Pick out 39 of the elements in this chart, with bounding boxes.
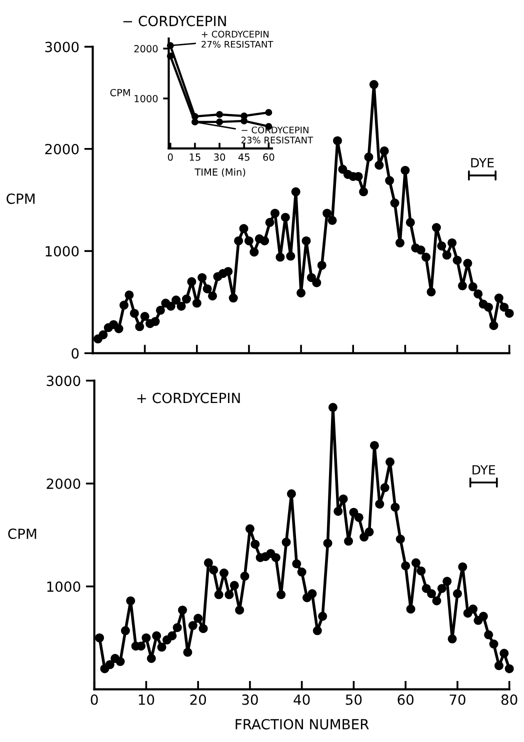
- x-axis-title: TIME (Min): [194, 168, 246, 177]
- point: [240, 117, 248, 124]
- x-tick-label: 10: [138, 694, 154, 705]
- point: [216, 110, 223, 118]
- x-tick-label: 60: [398, 694, 414, 705]
- y-tick-label: 2000: [134, 45, 158, 52]
- x-tick-label: 40: [294, 694, 310, 705]
- x-tick-label: 70: [450, 694, 466, 705]
- x-tick-label: 20: [190, 694, 206, 705]
- x-tick-label: 45: [238, 154, 250, 161]
- y-tick-label: 1000: [134, 94, 158, 102]
- y-axis-title: CPM: [6, 193, 35, 204]
- y-tick-label: 1000: [47, 581, 80, 592]
- x-tick-label: 15: [190, 154, 200, 161]
- x-tick-label: 30: [242, 694, 258, 705]
- point: [216, 118, 223, 126]
- y-tick-label: 3000: [46, 376, 80, 386]
- series-label: − CORDYCEPIN 23% RESISTANT: [241, 126, 314, 144]
- y-axis-title: CPM: [110, 88, 130, 96]
- legend-label: + CORDYCEPIN 27% RESISTANT: [202, 30, 274, 48]
- x-axis-title: FRACTION NUMBER: [236, 718, 369, 730]
- x-tick-label: 0: [168, 153, 173, 161]
- point: [265, 108, 272, 116]
- y-tick-label: 1000: [46, 246, 79, 257]
- x-tick-label: 80: [501, 694, 518, 705]
- point: [191, 118, 198, 126]
- x-tick-label: 30: [214, 153, 226, 161]
- x-tick-label: 50: [346, 694, 362, 705]
- y-axis-title: CPM: [8, 528, 36, 540]
- y-tick-label: 3000: [45, 42, 79, 52]
- y-tick-label: 0: [72, 348, 79, 359]
- x-tick-label: 60: [263, 153, 274, 161]
- annotation: DYE: [472, 465, 496, 474]
- chart-title: − CORDYCEPIN: [123, 16, 226, 26]
- text: + CORDYCEPIN: [137, 392, 240, 404]
- y-tick-label: 2000: [45, 144, 79, 154]
- x-tick-label: 0: [90, 694, 98, 705]
- annotation: DYE: [471, 158, 494, 168]
- y-tick-label: 2000: [46, 478, 80, 490]
